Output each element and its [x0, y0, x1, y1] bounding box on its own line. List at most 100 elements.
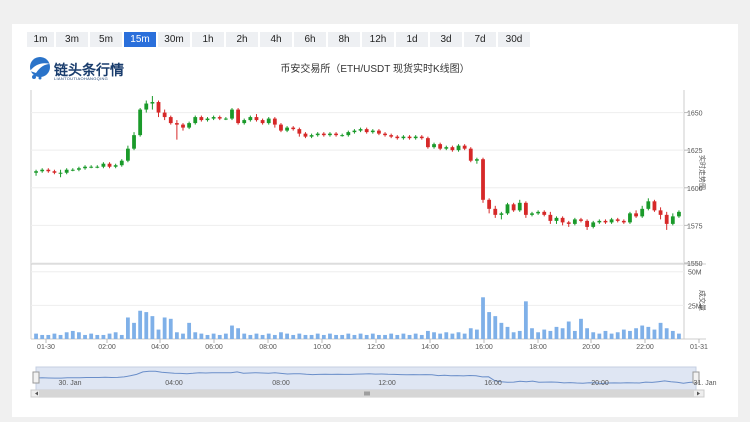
tab-5m[interactable]: 5m [89, 31, 123, 48]
x-tick-label: 01-30 [37, 344, 55, 351]
volume-bar [358, 333, 363, 339]
tab-6h[interactable]: 6h [293, 31, 327, 48]
navigator-right-handle[interactable] [692, 371, 700, 384]
candle [144, 103, 149, 110]
volume-bar [352, 334, 357, 339]
volume-bar [272, 334, 277, 339]
volume-bar [438, 333, 443, 339]
tab-30d[interactable]: 30d [497, 31, 531, 48]
volume-bar [260, 334, 265, 339]
volume-bar [530, 328, 534, 339]
volume-bar [303, 334, 308, 339]
volume-bar [517, 330, 522, 339]
volume-bar [334, 334, 338, 339]
tab-7d[interactable]: 7d [463, 31, 497, 48]
volume-bar [107, 333, 112, 339]
candle [334, 133, 338, 136]
candle [566, 222, 571, 224]
candle [481, 159, 485, 200]
tab-12h[interactable]: 12h [361, 31, 395, 48]
volume-bar [364, 334, 369, 339]
volume-bar [652, 329, 657, 339]
navigator-left-handle[interactable] [32, 371, 40, 384]
candle [634, 213, 638, 217]
tab-8h[interactable]: 8h [327, 31, 361, 48]
volume-bar [560, 328, 565, 339]
candle [536, 211, 541, 214]
candle [64, 169, 69, 173]
tab-1d[interactable]: 1d [395, 31, 429, 48]
x-tick-label: 20:00 [582, 344, 600, 351]
volume-bar [566, 321, 571, 339]
volume-bar [609, 333, 614, 339]
x-tick-label: 22:00 [636, 344, 654, 351]
candle [254, 117, 259, 121]
x-tick-label: 02:00 [98, 344, 116, 351]
candle [517, 202, 522, 211]
candle [266, 118, 271, 124]
volume-bar [456, 332, 461, 339]
tab-3d[interactable]: 3d [429, 31, 463, 48]
volume-bar [413, 333, 418, 339]
candle [303, 133, 308, 137]
candle [456, 145, 461, 151]
volume-bar [346, 333, 351, 339]
navigator-label: 04:00 [165, 380, 183, 387]
candle [150, 102, 155, 104]
volume-bar [505, 326, 510, 339]
navigator-series [35, 370, 697, 385]
candle [168, 117, 173, 124]
volume-bar [572, 330, 577, 339]
candle [358, 129, 363, 131]
timeframe-tabs: 1m 3m 5m 15m 30m 1h 2h 4h 6h 8h 12h 1d 3d 7d 30d [26, 31, 531, 48]
volume-bar [542, 329, 547, 339]
tab-1h[interactable]: 1h [191, 31, 225, 48]
volume-bar [328, 333, 332, 339]
scroll-right-arrow-icon[interactable] [697, 391, 700, 396]
volume-bar [395, 334, 400, 339]
tab-30m[interactable]: 30m [157, 31, 191, 48]
volume-bar [462, 333, 467, 339]
candle [493, 208, 498, 215]
tab-3m[interactable]: 3m [55, 31, 89, 48]
candle [664, 214, 669, 224]
volume-bar [621, 329, 626, 339]
candle [572, 219, 577, 224]
scroll-left-arrow-icon[interactable] [35, 391, 38, 396]
volume-bar [419, 334, 424, 339]
volume-bar [499, 322, 504, 339]
tab-2h[interactable]: 2h [225, 31, 259, 48]
volume-bar [389, 333, 394, 339]
volume-bar [77, 332, 81, 339]
candle [95, 166, 100, 168]
volume-bar [597, 333, 602, 339]
candle [419, 136, 424, 139]
candle [272, 118, 277, 125]
price-tick-label: 1600 [687, 186, 703, 193]
candle [511, 204, 516, 211]
candle [279, 124, 283, 131]
price-tick-label: 1625 [687, 148, 703, 155]
volume-bar [468, 328, 473, 339]
candle [285, 127, 289, 131]
candle [205, 118, 210, 121]
tab-4h[interactable]: 4h [259, 31, 293, 48]
candle [487, 199, 492, 209]
candle [401, 136, 406, 139]
candle [597, 220, 602, 223]
candle [407, 136, 412, 139]
candle [70, 169, 75, 171]
tab-1m[interactable]: 1m [26, 31, 55, 48]
candle [377, 130, 381, 134]
candle [542, 211, 547, 215]
volume-bar [89, 333, 94, 339]
candle [291, 127, 296, 130]
volume-bar [444, 332, 449, 339]
volume-bar [187, 322, 192, 339]
volume-bar [426, 330, 430, 339]
tab-15m[interactable]: 15m [123, 31, 157, 48]
x-tick-label: 14:00 [421, 344, 439, 351]
volume-bar [144, 312, 149, 339]
volume-bar [132, 322, 136, 339]
